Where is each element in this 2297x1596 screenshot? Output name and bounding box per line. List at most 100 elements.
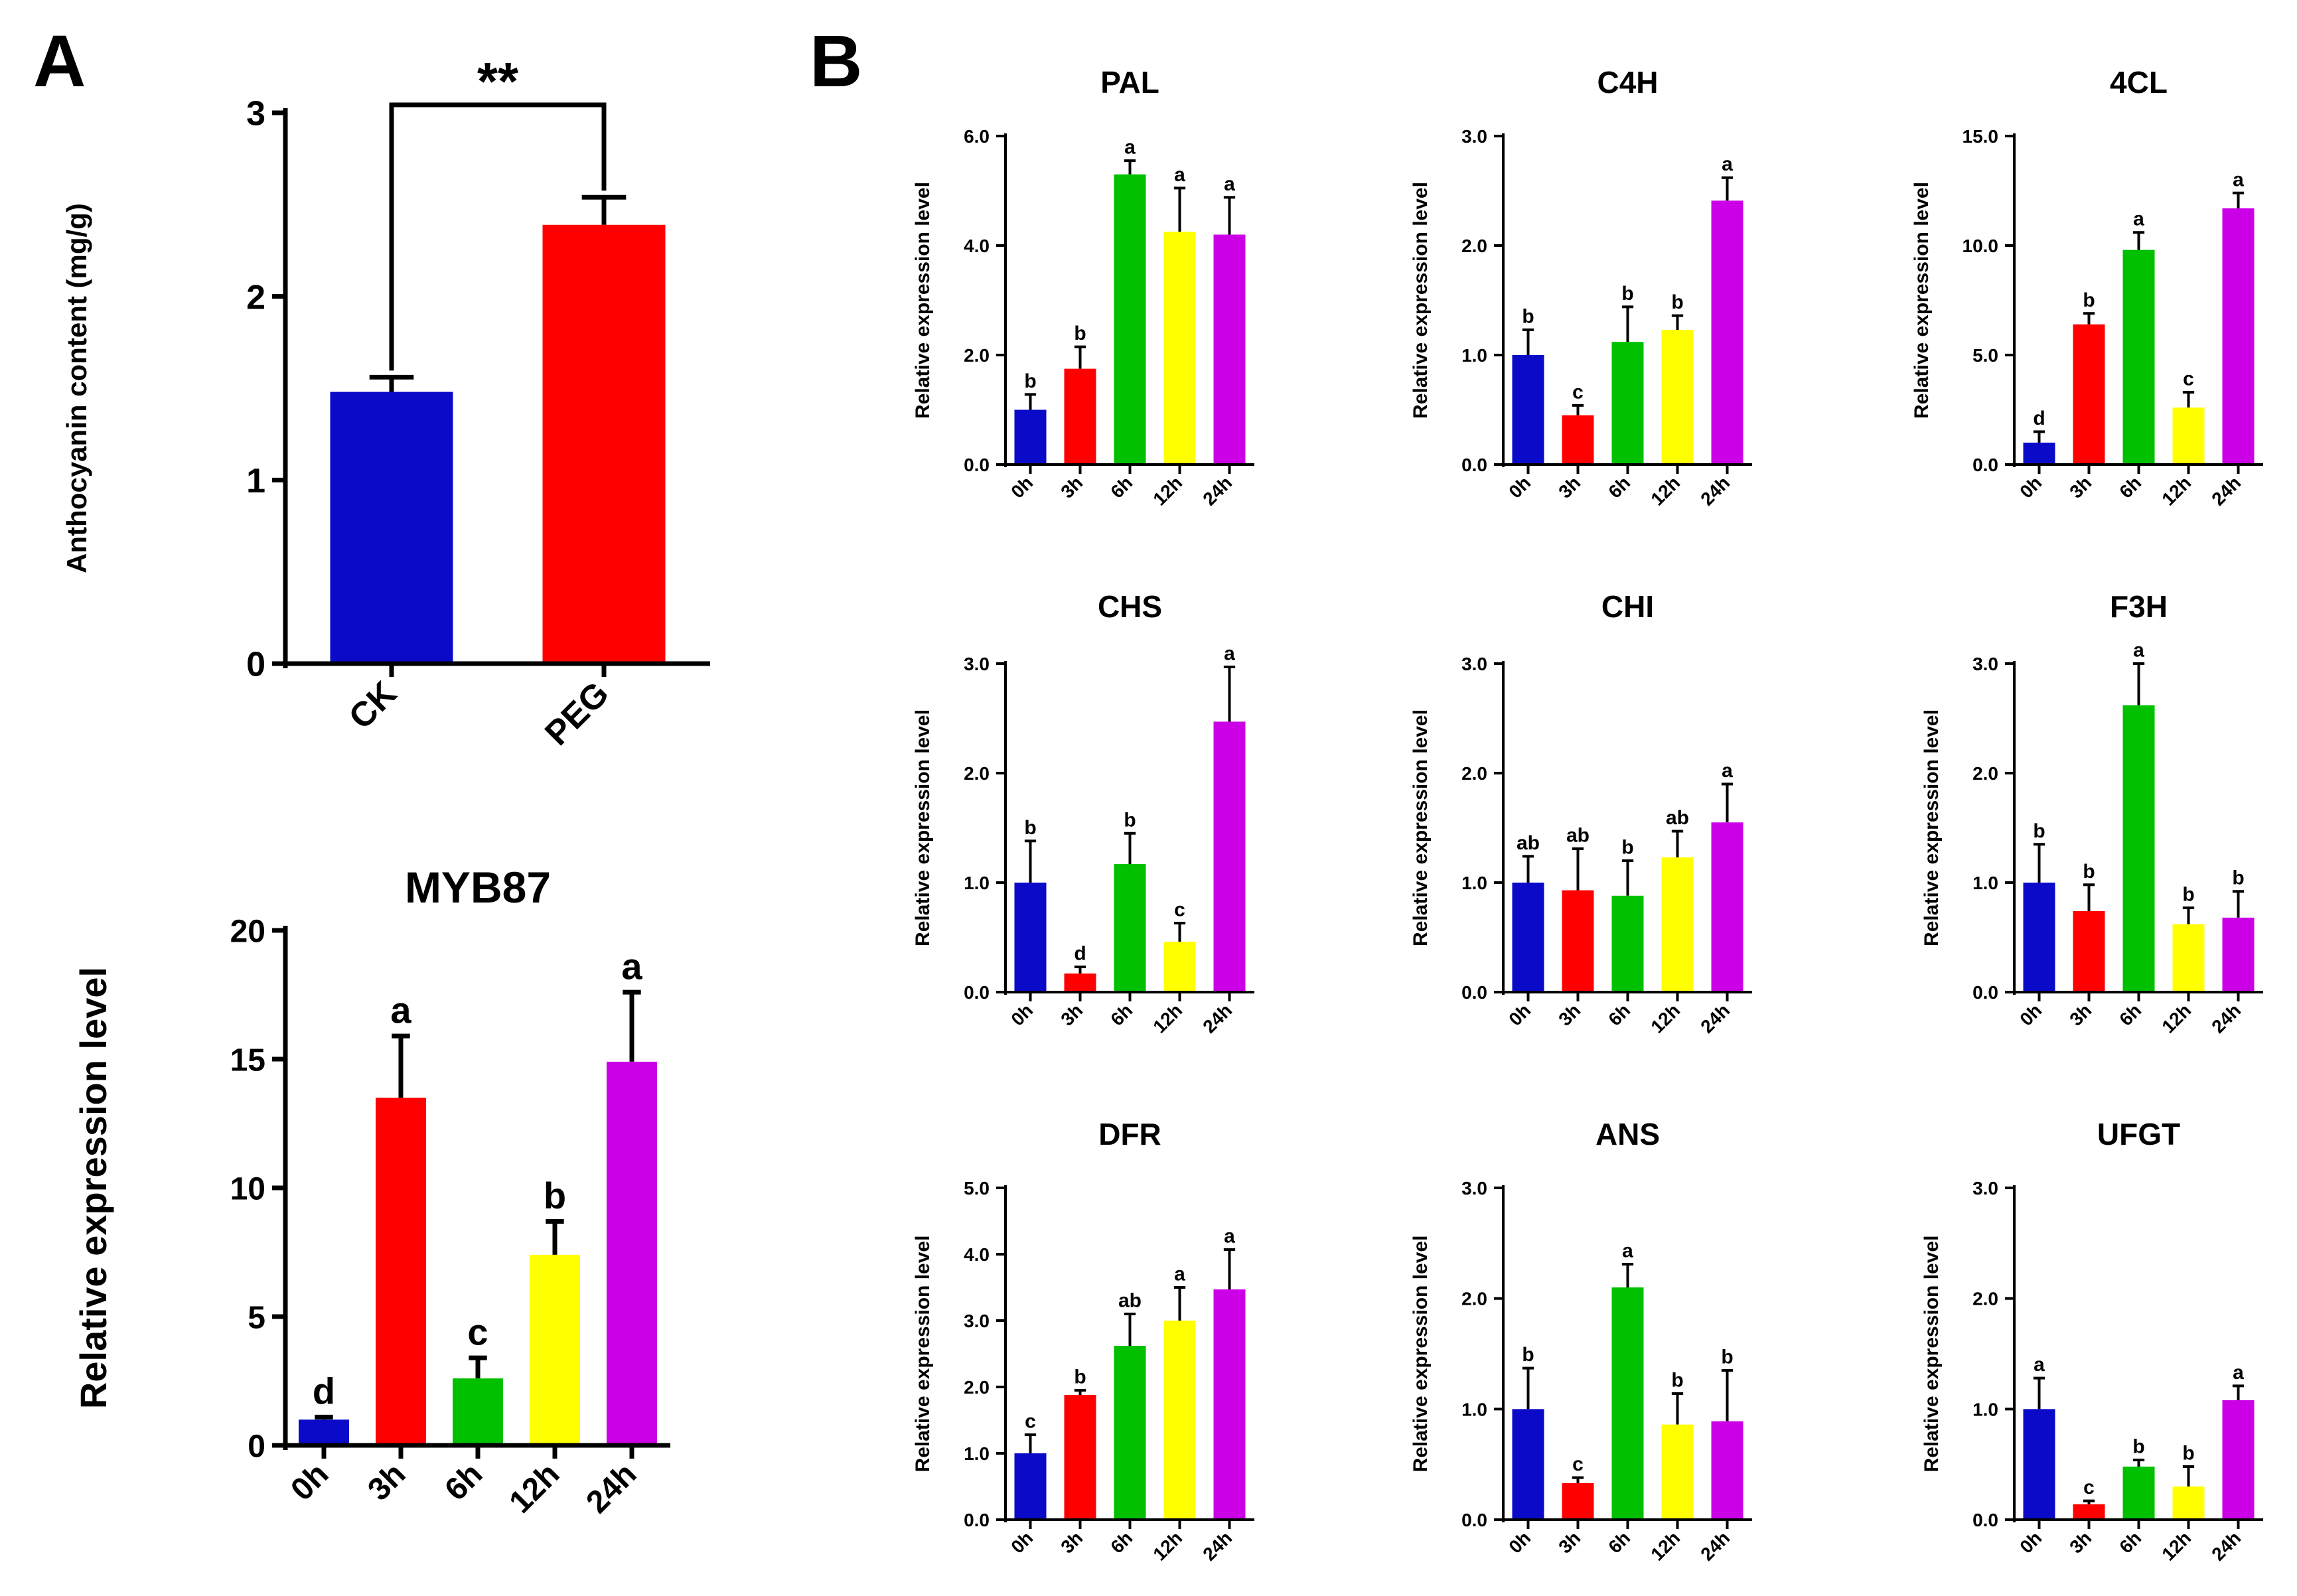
significance-letter: b <box>2232 867 2244 889</box>
x-tick-label: 3h <box>2065 1000 2095 1030</box>
bar-12h <box>1661 330 1694 465</box>
chart-C4H: C4H b c b b a 0.0 1.0 2.0 3.0 0h 3h 6h 12h 24h Relative… <box>1410 65 1752 510</box>
bar-3h <box>2073 324 2105 465</box>
x-tick-label: 3h <box>1554 1000 1584 1030</box>
bar-12h <box>1661 1424 1694 1520</box>
significance-letter: b <box>1024 817 1036 839</box>
chart-UFGT: UFGT a c b b a 0.0 1.0 2.0 3.0 0h 3h 6h 12h 24h Relativ… <box>1921 1117 2263 1565</box>
significance-bracket <box>389 102 607 371</box>
bar-0h <box>1014 409 1047 465</box>
chart-title: UFGT <box>2097 1117 2180 1151</box>
chart-CHI: CHI ab ab b ab a 0.0 1.0 2.0 3.0 0h 3h 6h 12h 24h Relat… <box>1410 589 1752 1037</box>
x-tick-label: 12h <box>2158 472 2195 510</box>
y-tick-label: 0.0 <box>964 455 990 475</box>
chart-4CL: 4CL d b a c a 0.0 5.0 10.0 15.0 0h 3h 6h 12h 24h Relati… <box>1911 65 2263 510</box>
bar-24h <box>2222 1400 2255 1520</box>
y-tick-label: 3.0 <box>964 654 990 674</box>
significance-letter: a <box>2034 1354 2045 1376</box>
significance-letter: b <box>1522 1344 1534 1366</box>
significance-letter: a <box>1174 164 1185 186</box>
x-tick-label: 12h <box>1647 472 1684 510</box>
bar-3h <box>1562 1483 1594 1520</box>
significance-letter: d <box>1074 943 1086 965</box>
significance-letter: b <box>1621 283 1633 305</box>
y-tick-label: 3.0 <box>1461 126 1487 147</box>
chart-F3H: F3H b b a b b 0.0 1.0 2.0 3.0 0h 3h 6h 12h 24h Relative… <box>1921 589 2263 1037</box>
chart-title: F3H <box>2110 589 2168 624</box>
x-tick-label: 3h <box>361 1457 412 1508</box>
bar-0h <box>2023 1409 2055 1520</box>
x-tick-label: 6h <box>2115 1000 2145 1030</box>
bar-24h <box>1711 822 1743 992</box>
y-tick-label: 10.0 <box>1963 236 1999 256</box>
bar-6h <box>2122 250 2155 465</box>
significance-letter: b <box>2132 1436 2144 1458</box>
x-tick-label: 24h <box>1199 1000 1236 1037</box>
x-tick-label: 6h <box>1604 1000 1634 1030</box>
significance-letter: b <box>2182 883 2194 905</box>
significance-letter: b <box>1024 370 1036 392</box>
bar-0h <box>2023 883 2055 992</box>
x-tick-label: 12h <box>1149 1528 1186 1565</box>
significance-letter: a <box>2133 208 2144 230</box>
y-tick-label: 3.0 <box>964 1311 990 1331</box>
bar-6h <box>2122 1467 2155 1520</box>
chart-ANS: ANS b c a b b 0.0 1.0 2.0 3.0 0h 3h 6h 12h 24h Relative… <box>1410 1117 1752 1565</box>
y-axis-label: Relative expression level <box>1921 709 1943 946</box>
y-tick-label: 1.0 <box>1972 873 1998 893</box>
significance-letter: b <box>1522 306 1534 328</box>
x-tick-label: CK <box>342 674 404 737</box>
significance-letter: a <box>2233 1362 2244 1384</box>
x-tick-label: 24h <box>2207 1000 2245 1037</box>
y-tick-label: 0.0 <box>1972 455 1998 475</box>
y-tick-label: 6.0 <box>964 126 990 147</box>
x-tick-label: 0h <box>1505 472 1534 502</box>
bar-12h <box>2172 924 2205 992</box>
significance-letter: a <box>1224 642 1235 664</box>
y-tick-label: 15 <box>230 1043 265 1078</box>
y-tick-label: 2.0 <box>964 345 990 366</box>
significance-letter: a <box>621 946 642 987</box>
chart-title: 4CL <box>2110 65 2168 100</box>
bar-PEG <box>542 224 666 664</box>
significance-letter: ab <box>1666 807 1689 829</box>
x-tick-label: 24h <box>1199 1528 1236 1565</box>
significance-letter: ab <box>1566 824 1590 846</box>
bar-24h <box>607 1061 657 1445</box>
bar-6h <box>1114 174 1146 465</box>
chart-title: PAL <box>1100 65 1159 100</box>
y-axis-label: Relative expression level <box>1410 1236 1432 1473</box>
y-axis-label: Anthocyanin content (mg/g) <box>61 203 92 573</box>
bar-24h <box>2222 917 2255 992</box>
bar-6h <box>1611 895 1644 992</box>
x-tick-label: 6h <box>2115 1528 2145 1558</box>
x-tick-label: 3h <box>1057 1528 1086 1558</box>
y-tick-label: 3.0 <box>1461 1178 1487 1198</box>
x-tick-label: 24h <box>2207 1528 2245 1565</box>
bar-24h <box>1213 1289 1246 1520</box>
bar-0h <box>1512 355 1544 465</box>
bar-6h <box>1611 1287 1644 1520</box>
y-tick-label: 0 <box>246 646 265 684</box>
bar-6h <box>1611 342 1644 465</box>
significance-letter: c <box>1572 1453 1584 1475</box>
bar-0h <box>1512 1409 1544 1520</box>
significance-letter: a <box>1722 153 1733 175</box>
chart-CHS: CHS b d b c a 0.0 1.0 2.0 3.0 0h 3h 6h 12h 24h Relative… <box>912 589 1254 1037</box>
significance-letter: a <box>1224 173 1235 195</box>
significance-letter: b <box>1671 291 1683 313</box>
significance-letter: c <box>2083 1477 2095 1498</box>
significance-letter: a <box>1622 1240 1633 1262</box>
y-axis-label: Relative expression level <box>912 1236 934 1473</box>
bar-12h <box>1163 1321 1196 1520</box>
y-tick-label: 15.0 <box>1963 126 1999 147</box>
bar-0h <box>1014 1453 1047 1520</box>
bar-12h <box>530 1254 580 1445</box>
significance-letter: c <box>1174 899 1185 921</box>
x-tick-label: 12h <box>2158 1528 2195 1565</box>
chart-DFR: DFR c b ab a a 0.0 1.0 2.0 3.0 4.0 5.0 0h 3h 6h 12h 24h R… <box>912 1117 1254 1565</box>
y-tick-label: 1.0 <box>1461 345 1487 366</box>
significance-letter: a <box>2133 640 2144 662</box>
x-tick-label: 0h <box>1505 1528 1534 1558</box>
panel-label-a: A <box>33 21 86 102</box>
